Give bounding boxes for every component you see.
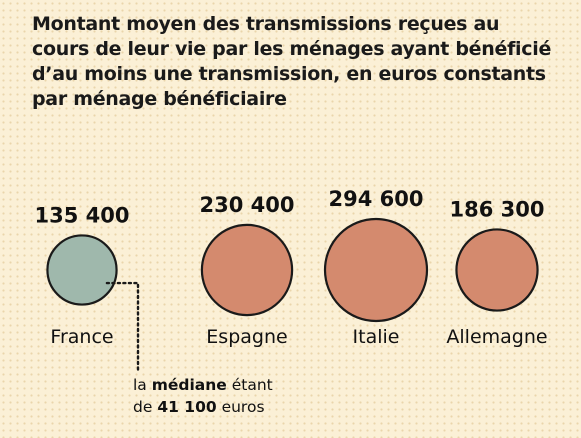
chart-title: Montant moyen des transmissions reçues a…: [32, 13, 552, 110]
bubble-france: [46, 234, 118, 306]
category-label-italie: Italie: [353, 326, 400, 348]
median-leader-line: [105, 281, 140, 374]
category-label-france: France: [50, 326, 113, 348]
bubble-espagne: [200, 223, 294, 317]
bubble-allemagne: [455, 228, 539, 312]
category-label-allemagne: Allemagne: [446, 326, 547, 348]
median-annotation-line-2: de 41 100 euros: [133, 398, 265, 416]
bubble-italie: [323, 217, 429, 323]
median-annotation-line-1: la médiane étant: [133, 376, 273, 394]
value-label-allemagne: 186 300: [450, 197, 545, 221]
value-label-italie: 294 600: [329, 187, 424, 211]
value-label-espagne: 230 400: [200, 193, 295, 217]
category-label-espagne: Espagne: [206, 326, 287, 348]
value-label-france: 135 400: [35, 203, 130, 227]
median-annotation: la médiane étant de 41 100 euros: [133, 374, 273, 418]
